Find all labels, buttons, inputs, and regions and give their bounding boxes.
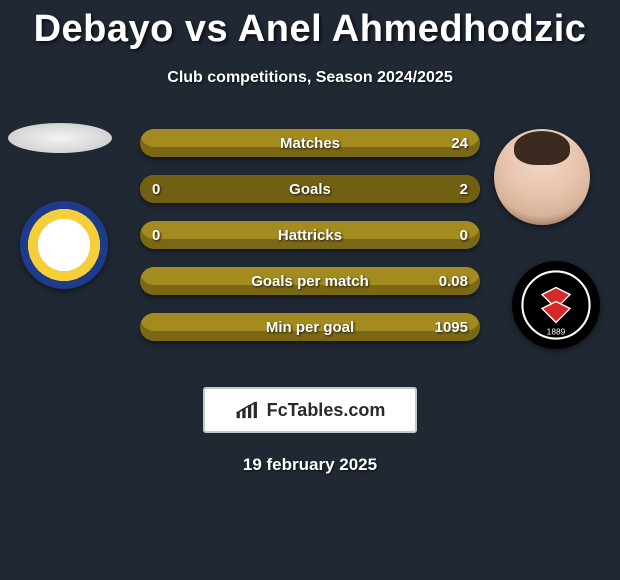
stat-value-right: 0 xyxy=(460,227,468,244)
club-right-badge: 1889 xyxy=(512,261,600,349)
stat-row: Matches 24 xyxy=(140,129,480,157)
stat-label: Goals xyxy=(289,181,331,198)
stat-row: Min per goal 1095 xyxy=(140,313,480,341)
branding-box: FcTables.com xyxy=(203,387,417,433)
stat-row: 0 Hattricks 0 xyxy=(140,221,480,249)
player-right-photo xyxy=(494,129,590,225)
stat-value-right: 0.08 xyxy=(439,273,468,290)
stat-label: Hattricks xyxy=(278,227,342,244)
stat-row: 0 Goals 2 xyxy=(140,175,480,203)
page-title: Debayo vs Anel Ahmedhodzic xyxy=(0,0,620,51)
subtitle: Club competitions, Season 2024/2025 xyxy=(0,69,620,87)
stats-area: 1889 Matches 24 0 Goals 2 0 Hattricks 0 Goals pe… xyxy=(0,129,620,369)
stat-value-right: 24 xyxy=(451,135,468,152)
player-left-photo xyxy=(8,123,112,153)
sheffield-crest-icon: 1889 xyxy=(521,270,591,340)
stat-value-right: 2 xyxy=(460,181,468,198)
chart-icon xyxy=(235,400,261,420)
stat-value-left: 0 xyxy=(152,181,160,198)
stat-value-right: 1095 xyxy=(435,319,468,336)
club-left-badge xyxy=(20,201,108,289)
svg-text:1889: 1889 xyxy=(547,326,566,336)
stat-row: Goals per match 0.08 xyxy=(140,267,480,295)
date-text: 19 february 2025 xyxy=(0,455,620,475)
stat-label: Min per goal xyxy=(266,319,354,336)
stat-label: Goals per match xyxy=(251,273,369,290)
stat-value-left: 0 xyxy=(152,227,160,244)
stat-bars: Matches 24 0 Goals 2 0 Hattricks 0 Goals per mat… xyxy=(140,129,480,359)
branding-text: FcTables.com xyxy=(267,400,386,421)
stat-label: Matches xyxy=(280,135,340,152)
